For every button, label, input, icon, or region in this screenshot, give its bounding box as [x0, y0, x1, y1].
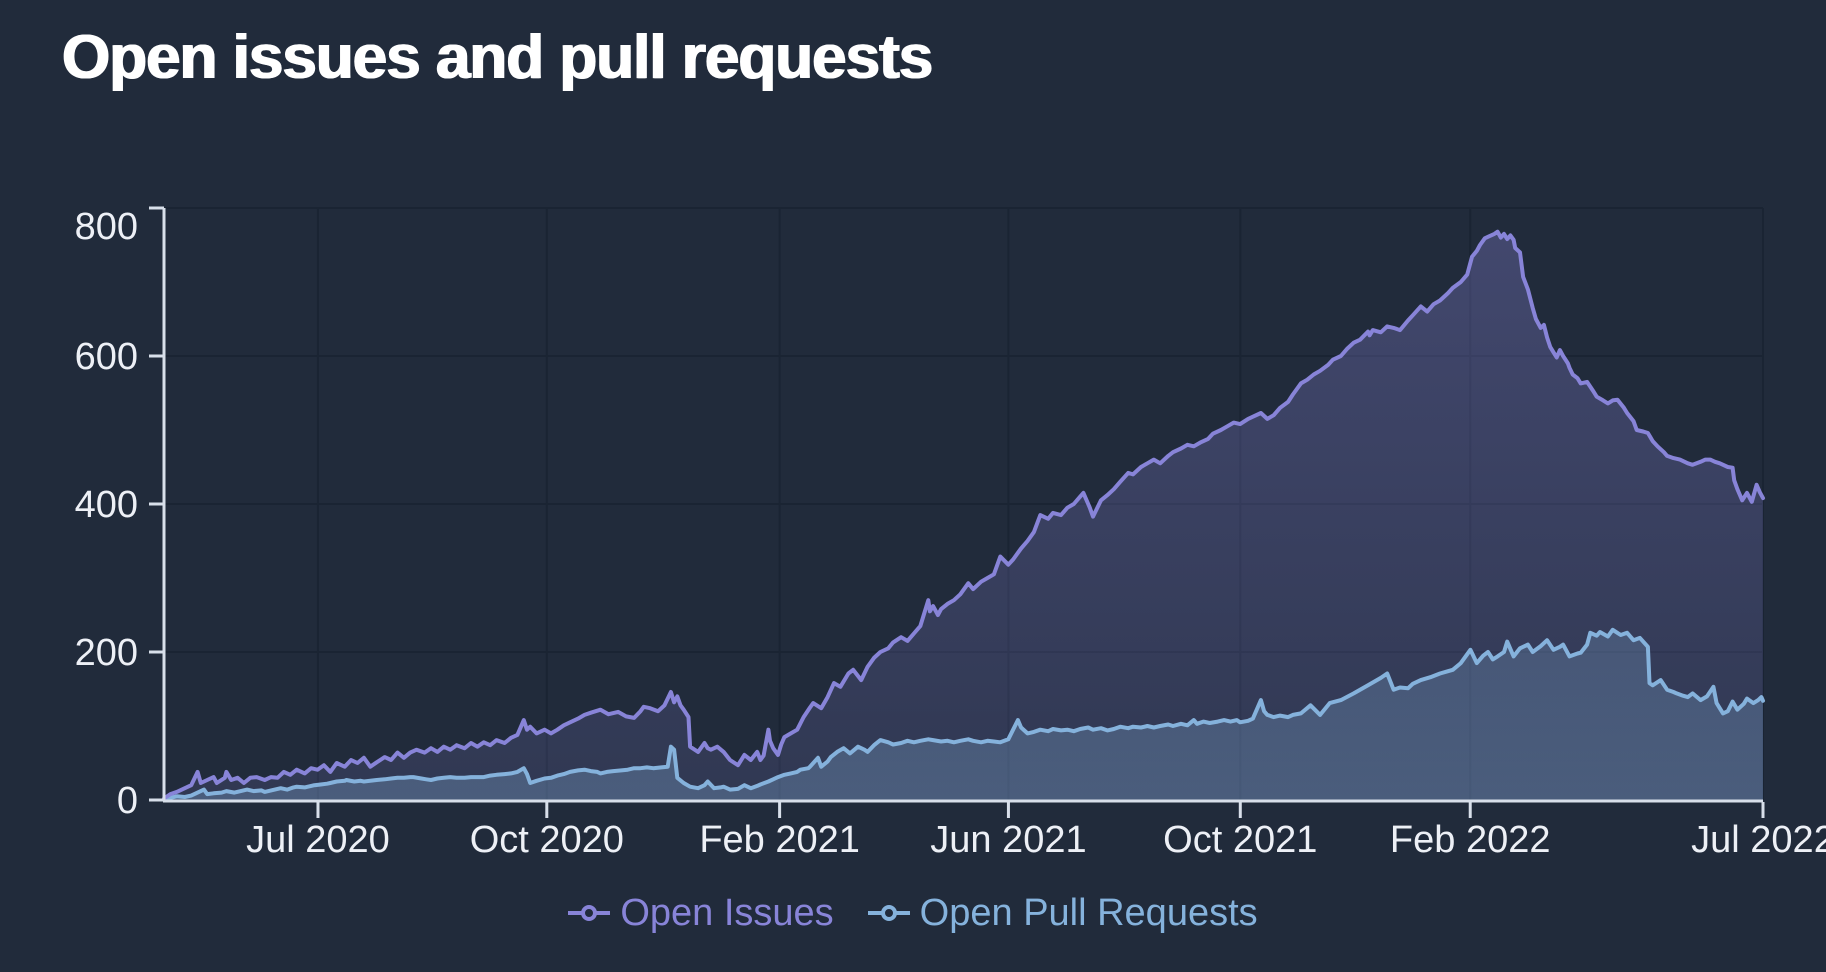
- x-tick-label: Jul 2020: [246, 819, 390, 861]
- legend-label-open-issues: Open Issues: [620, 892, 834, 934]
- x-tick-label: Oct 2020: [470, 819, 624, 861]
- chart-title: Open issues and pull requests: [62, 23, 933, 92]
- y-tick-label: 800: [75, 206, 138, 248]
- x-tick-label: Feb 2021: [699, 819, 860, 861]
- open-pull-requests-legend-marker: [867, 905, 910, 921]
- chart-legend: Open Issues Open Pull Requests: [0, 894, 1826, 932]
- legend-item-open-issues[interactable]: Open Issues: [568, 892, 834, 934]
- x-tick-label: Jul 2022: [1691, 819, 1826, 861]
- x-tick-label: Oct 2021: [1163, 819, 1317, 861]
- y-tick-label: 600: [75, 336, 138, 378]
- legend-item-open-pull-requests[interactable]: Open Pull Requests: [867, 892, 1258, 934]
- axes: 0 200 400 600 800 Jul 2020 Oct 2020 Feb 2021 Jun…: [75, 206, 1826, 861]
- y-tick-label: 200: [75, 632, 138, 674]
- y-tick-label: 400: [75, 484, 138, 526]
- legend-label-open-pull-requests: Open Pull Requests: [919, 892, 1258, 934]
- x-tick-label: Feb 2022: [1390, 819, 1551, 861]
- open-pull-requests-area: [164, 629, 1763, 800]
- open-issues-line: [162, 229, 1765, 801]
- x-tick-label: Jun 2021: [930, 819, 1086, 861]
- open-pull-requests-line: [162, 627, 1765, 802]
- open-issues-area: [164, 231, 1763, 800]
- open-issues-legend-marker: [568, 905, 611, 921]
- y-tick-label: 0: [117, 780, 138, 822]
